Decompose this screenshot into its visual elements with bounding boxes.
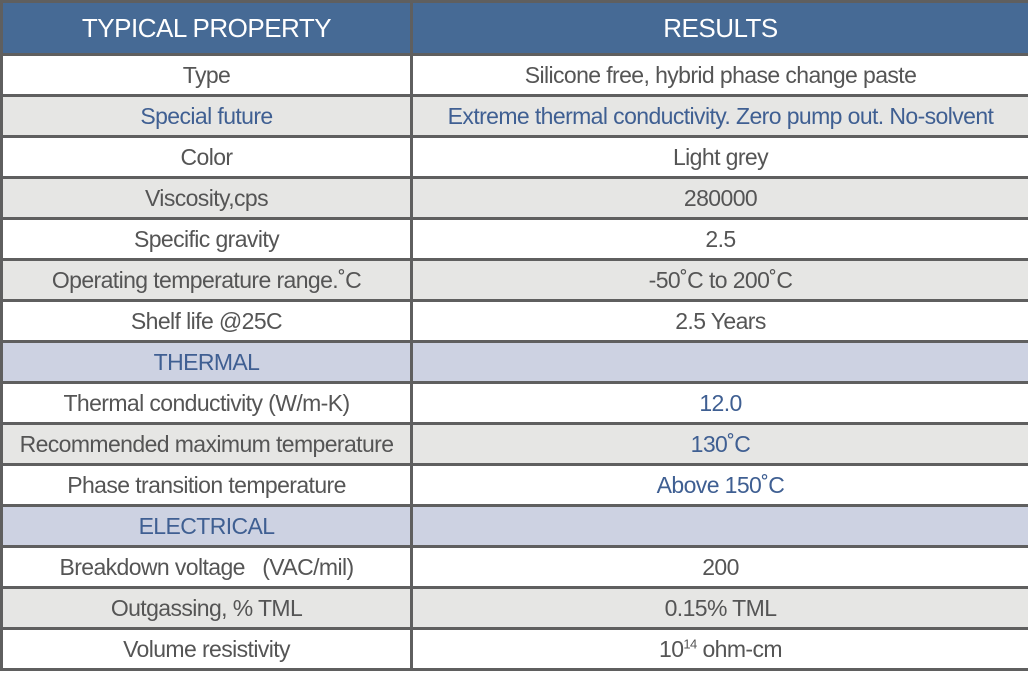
table-row: Breakdown voltage (VAC/mil) 200 — [0, 545, 1028, 589]
header-row: TYPICAL PROPERTY RESULTS — [0, 0, 1028, 56]
table-row: Special future Extreme thermal conductiv… — [0, 94, 1028, 138]
table-row: Operating temperature range.˚C -50˚C to … — [0, 258, 1028, 302]
header-property: TYPICAL PROPERTY — [0, 0, 413, 56]
result-cell: 0.15% TML — [410, 586, 1028, 630]
result-cell: Light grey — [410, 135, 1028, 179]
section-empty — [410, 504, 1028, 548]
property-cell: Thermal conductivity (W/m-K) — [0, 381, 413, 425]
table-row: Outgassing, % TML 0.15% TML — [0, 586, 1028, 630]
section-label: THERMAL — [0, 340, 413, 384]
result-unit: ohm-cm — [696, 635, 782, 662]
result-cell: 2.5 — [410, 217, 1028, 261]
table-row: Volume resistivity 1014 ohm-cm — [0, 627, 1028, 671]
result-cell: 12.0 — [410, 381, 1028, 425]
table-row: Shelf life @25C 2.5 Years — [0, 299, 1028, 343]
result-cell: Above 150˚C — [410, 463, 1028, 507]
table-row: Color Light grey — [0, 135, 1028, 179]
property-cell: Operating temperature range.˚C — [0, 258, 413, 302]
property-cell: Outgassing, % TML — [0, 586, 413, 630]
property-cell: Color — [0, 135, 413, 179]
property-cell: Shelf life @25C — [0, 299, 413, 343]
result-cell: 280000 — [410, 176, 1028, 220]
table-row: Recommended maximum temperature 130˚C — [0, 422, 1028, 466]
section-row-electrical: ELECTRICAL — [0, 504, 1028, 548]
property-cell: Special future — [0, 94, 413, 138]
property-cell: Breakdown voltage (VAC/mil) — [0, 545, 413, 589]
result-cell: Extreme thermal conductivity. Zero pump … — [410, 94, 1028, 138]
result-base: 10 — [659, 635, 684, 662]
header-results: RESULTS — [410, 0, 1028, 56]
result-cell: 130˚C — [410, 422, 1028, 466]
result-cell: -50˚C to 200˚C — [410, 258, 1028, 302]
table-row: Thermal conductivity (W/m-K) 12.0 — [0, 381, 1028, 425]
result-exponent: 14 — [683, 635, 697, 651]
property-cell: Type — [0, 53, 413, 97]
property-cell: Phase transition temperature — [0, 463, 413, 507]
table-row: Phase transition temperature Above 150˚C — [0, 463, 1028, 507]
section-label: ELECTRICAL — [0, 504, 413, 548]
property-cell: Recommended maximum temperature — [0, 422, 413, 466]
result-cell: Silicone free, hybrid phase change paste — [410, 53, 1028, 97]
table-row: Type Silicone free, hybrid phase change … — [0, 53, 1028, 97]
property-cell: Volume resistivity — [0, 627, 413, 671]
property-cell: Specific gravity — [0, 217, 413, 261]
result-cell: 1014 ohm-cm — [410, 627, 1028, 671]
result-cell: 200 — [410, 545, 1028, 589]
section-row-thermal: THERMAL — [0, 340, 1028, 384]
table-row: Viscosity,cps 280000 — [0, 176, 1028, 220]
section-empty — [410, 340, 1028, 384]
result-cell: 2.5 Years — [410, 299, 1028, 343]
property-cell: Viscosity,cps — [0, 176, 413, 220]
table-row: Specific gravity 2.5 — [0, 217, 1028, 261]
